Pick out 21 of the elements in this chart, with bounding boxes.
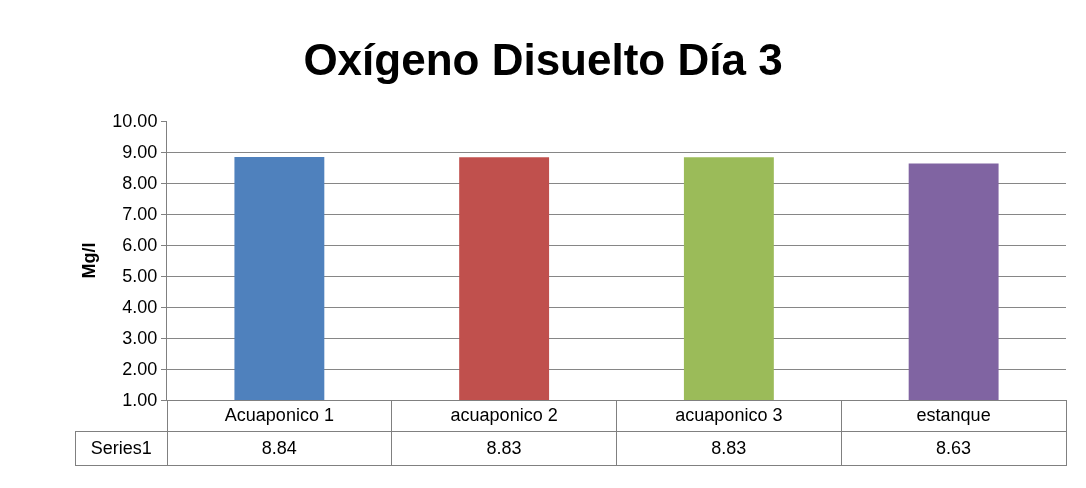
data-label: 8.84: [167, 431, 392, 466]
y-tick-label: 1.00: [122, 390, 158, 411]
chart-title: Oxígeno Disuelto Día 3: [303, 35, 783, 85]
data-label: 8.83: [616, 431, 842, 466]
x-tick-label: estanque: [841, 400, 1066, 432]
y-tick-label: 5.00: [122, 266, 158, 287]
text: Series1: [75, 431, 167, 466]
y-tick-label: 9.00: [122, 142, 158, 163]
x-tick-label: acuaponico 3: [616, 400, 842, 432]
y-tick-label: 7.00: [122, 204, 158, 225]
data-label: 8.83: [391, 431, 617, 466]
y-tick-label: 6.00: [122, 235, 158, 256]
data-label: 8.63: [841, 431, 1066, 466]
y-tick-label: 4.00: [122, 297, 158, 318]
y-axis-title: Mg/l: [78, 242, 99, 279]
y-tick-label: 10.00: [112, 111, 158, 132]
y-tick-label: 2.00: [122, 359, 158, 380]
y-tick-label: 3.00: [122, 328, 158, 349]
x-tick-label: Acuaponico 1: [167, 400, 392, 432]
y-tick-label: 8.00: [122, 173, 158, 194]
x-tick-label: acuaponico 2: [391, 400, 617, 432]
